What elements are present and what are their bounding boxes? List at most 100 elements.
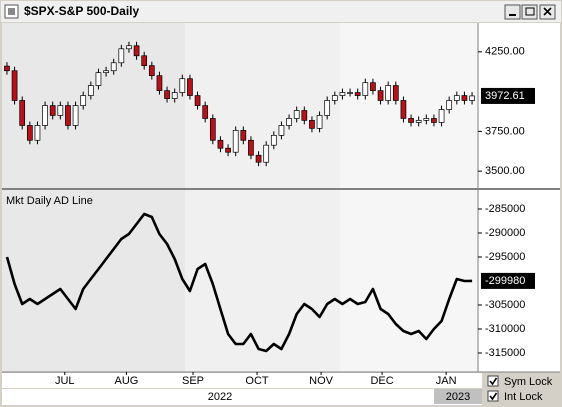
candle-body — [263, 144, 270, 163]
candle-body — [423, 118, 430, 121]
candle-body — [301, 110, 308, 121]
candle-body — [347, 92, 353, 94]
candle-body — [255, 154, 262, 163]
last-value-label: -299980 — [485, 275, 525, 287]
candle-body — [156, 75, 163, 91]
candle-body — [187, 78, 193, 96]
candle-body — [370, 82, 376, 91]
checkbox-label: Int Lock — [504, 391, 543, 403]
x-tick-label: JUL — [55, 375, 75, 387]
candle-body — [202, 105, 209, 119]
x-tick-label: JAN — [436, 375, 457, 387]
candle-body — [164, 90, 170, 99]
candle-body — [248, 139, 254, 156]
shade — [2, 23, 185, 372]
candle-body — [446, 100, 453, 110]
candle-body — [49, 105, 56, 116]
window-buttons — [504, 4, 556, 20]
candle-body — [42, 105, 48, 126]
last-value-box — [481, 272, 535, 289]
candle-body — [392, 85, 399, 101]
candle-body — [11, 70, 18, 101]
x-tick-label: SEP — [182, 375, 204, 387]
window-title: $SPX-S&P 500-Daily — [24, 4, 139, 18]
candle-body — [57, 105, 64, 116]
year-label: 2022 — [208, 391, 232, 403]
candle-body — [415, 120, 422, 123]
candle-body — [194, 95, 201, 106]
candle-body — [148, 65, 155, 77]
candle-body — [19, 100, 26, 126]
candle-body — [286, 118, 292, 126]
candle-body — [270, 134, 277, 146]
candle-body — [80, 95, 87, 106]
y-tick-label: -290000 — [485, 227, 525, 239]
y-tick-label: -285000 — [485, 203, 525, 215]
candle-body — [400, 100, 407, 119]
maximize-button[interactable] — [521, 4, 538, 20]
y-tick-label: 3500.00 — [485, 165, 525, 177]
x-tick-label: DEC — [370, 375, 393, 387]
candle-body — [362, 82, 369, 96]
candle-body — [34, 125, 41, 141]
panel-title: Mkt Daily AD Line — [6, 195, 93, 207]
candle-body — [126, 45, 132, 50]
candle-body — [240, 130, 247, 141]
y-tick-label: -305000 — [485, 299, 525, 311]
candle-body — [141, 55, 148, 66]
year-axis-bg — [2, 389, 482, 405]
checkmark — [489, 392, 498, 401]
candle-body — [438, 109, 445, 123]
candle-body — [453, 95, 460, 101]
year-box — [434, 389, 482, 404]
candle-body — [118, 48, 125, 64]
x-tick-label: AUG — [115, 375, 139, 387]
year-label: 2023 — [446, 391, 470, 403]
plot-backgrounds — [2, 23, 560, 373]
candle-body — [110, 62, 117, 72]
candle-body — [377, 90, 384, 101]
candle-body — [461, 95, 468, 101]
y-tick-label: 3750.00 — [485, 125, 525, 137]
y-tick-label: 4250.00 — [485, 46, 525, 58]
candle-body — [324, 100, 331, 116]
maximize-glyph — [525, 7, 535, 16]
x-axis-bg — [2, 373, 482, 388]
candle-body — [293, 110, 300, 119]
window-icon-inner — [8, 8, 15, 15]
x-tick-label: NOV — [309, 375, 334, 387]
candle-body — [65, 105, 71, 126]
candle-body — [316, 115, 323, 129]
candle-body — [225, 147, 231, 153]
candle-body — [72, 105, 79, 126]
candle-body — [4, 65, 10, 72]
candle-body — [278, 125, 285, 136]
candle-body — [26, 125, 33, 141]
candle-body — [232, 130, 239, 153]
checkbox-label: Sym Lock — [504, 376, 553, 388]
candle-body — [217, 139, 224, 149]
y-tick-label: -310000 — [485, 323, 525, 335]
candle-body — [171, 92, 178, 99]
shade — [185, 23, 340, 372]
minimize-button[interactable] — [504, 4, 521, 20]
checkbox[interactable] — [487, 390, 499, 402]
shade — [340, 23, 478, 372]
checkbox[interactable] — [487, 375, 499, 387]
candle-body — [95, 72, 102, 86]
title-bar — [1, 1, 561, 22]
last-value-box — [481, 87, 535, 104]
candle-body — [431, 118, 437, 123]
candle-body — [309, 120, 315, 129]
candle-body — [133, 45, 140, 57]
candle-body — [469, 95, 475, 101]
candle-body — [331, 95, 338, 101]
checkmark — [489, 377, 498, 386]
candle-body — [87, 85, 94, 96]
candle-body — [339, 92, 346, 96]
candle-body — [385, 85, 392, 101]
candle-body — [209, 118, 216, 141]
candle-body — [354, 92, 361, 96]
